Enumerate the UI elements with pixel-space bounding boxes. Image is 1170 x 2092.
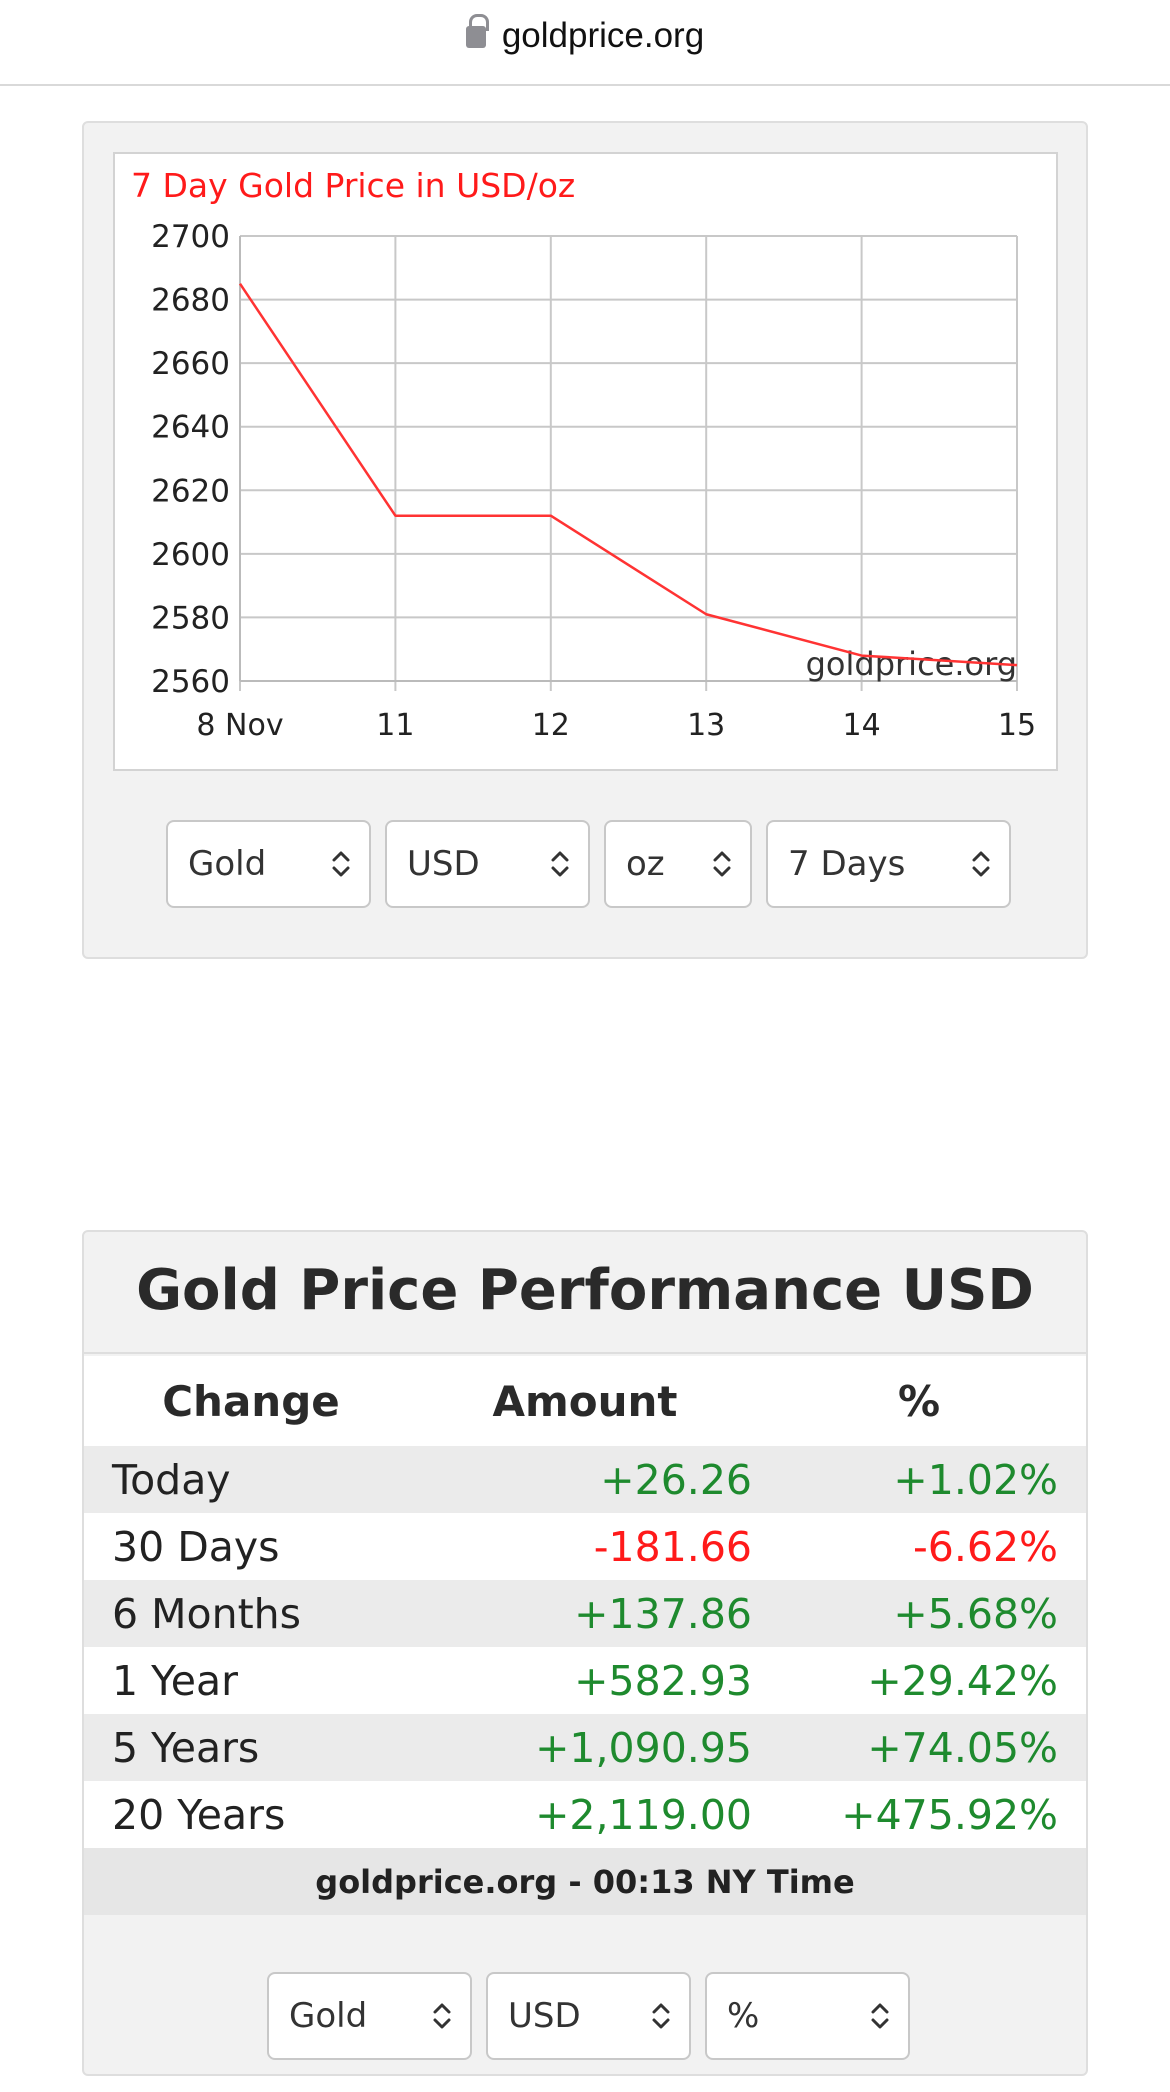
y-tick-label: 2600: [151, 537, 230, 573]
row-amount: +582.93: [418, 1647, 752, 1714]
price-series-line: [238, 282, 1018, 667]
perf-currency-select-value: USD: [508, 1996, 581, 2036]
updown-chevron-icon: [551, 851, 569, 877]
performance-table-body: Today +26.26 +1.02% 30 Days -181.66 -6.6…: [84, 1446, 1086, 1915]
unit-select[interactable]: oz: [604, 820, 752, 908]
y-tick-label: 2700: [151, 219, 230, 255]
x-tick-label: 15: [998, 708, 1036, 743]
updown-chevron-icon: [871, 2003, 889, 2029]
table-row: Today +26.26 +1.02%: [84, 1446, 1086, 1513]
gold-price-chart: 7 Day Gold Price in USD/oz 2700 2680 2660 26…: [113, 152, 1058, 771]
row-percent: +1.02%: [752, 1446, 1086, 1513]
perf-mode-select[interactable]: %: [705, 1972, 910, 2060]
col-header-percent: %: [752, 1356, 1086, 1446]
y-tick-label: 2620: [151, 473, 230, 509]
performance-footer-row: goldprice.org - 00:13 NY Time: [84, 1848, 1086, 1915]
col-header-change: Change: [84, 1356, 418, 1446]
updown-chevron-icon: [433, 2003, 451, 2029]
row-percent: +5.68%: [752, 1580, 1086, 1647]
perf-metal-select[interactable]: Gold: [267, 1972, 472, 2060]
performance-panel: Gold Price Performance USD Change Amount…: [82, 1230, 1088, 2076]
url-display[interactable]: goldprice.org: [0, 14, 1170, 56]
x-tick-label: 12: [532, 708, 570, 743]
x-tick-label: 13: [687, 708, 725, 743]
row-amount: +2,119.00: [418, 1781, 752, 1848]
performance-table: Change Amount % Today +26.26 +1.02% 30 D…: [84, 1356, 1086, 1915]
range-select[interactable]: 7 Days: [766, 820, 1011, 908]
browser-url-bar[interactable]: goldprice.org: [0, 0, 1170, 86]
row-percent: +475.92%: [752, 1781, 1086, 1848]
performance-footer: goldprice.org - 00:13 NY Time: [84, 1848, 1086, 1915]
chart-title: 7 Day Gold Price in USD/oz: [131, 166, 575, 205]
row-amount: +137.86: [418, 1580, 752, 1647]
currency-select[interactable]: USD: [385, 820, 590, 908]
row-label: 30 Days: [84, 1513, 418, 1580]
x-tick-label: 14: [843, 708, 881, 743]
updown-chevron-icon: [972, 851, 990, 877]
row-label: 5 Years: [84, 1714, 418, 1781]
row-percent: -6.62%: [752, 1513, 1086, 1580]
row-amount: +1,090.95: [418, 1714, 752, 1781]
row-percent: +29.42%: [752, 1647, 1086, 1714]
y-tick-label: 2640: [151, 410, 230, 446]
row-amount: +26.26: [418, 1446, 752, 1513]
row-label: 6 Months: [84, 1580, 418, 1647]
row-label: 1 Year: [84, 1647, 418, 1714]
performance-table-header: Change Amount %: [84, 1356, 1086, 1446]
y-tick-label: 2660: [151, 346, 230, 382]
performance-header: Gold Price Performance USD: [84, 1232, 1086, 1354]
perf-metal-select-value: Gold: [289, 1996, 368, 2036]
url-text: goldprice.org: [501, 16, 705, 55]
table-row: 5 Years +1,090.95 +74.05%: [84, 1714, 1086, 1781]
table-row: 20 Years +2,119.00 +475.92%: [84, 1781, 1086, 1848]
y-tick-label: 2580: [151, 600, 230, 636]
table-row: 1 Year +582.93 +29.42%: [84, 1647, 1086, 1714]
unit-select-value: oz: [626, 844, 665, 884]
y-tick-label: 2560: [151, 664, 230, 700]
row-percent: +74.05%: [752, 1714, 1086, 1781]
range-select-value: 7 Days: [788, 844, 906, 884]
x-tick-label: 8 Nov: [196, 708, 283, 743]
chart-svg: 7 Day Gold Price in USD/oz 2700 2680 2660 26…: [131, 166, 1036, 743]
row-label: Today: [84, 1446, 418, 1513]
perf-mode-select-value: %: [727, 1996, 760, 2036]
col-header-amount: Amount: [418, 1356, 752, 1446]
row-amount: -181.66: [418, 1513, 752, 1580]
metal-select-value: Gold: [188, 844, 267, 884]
metal-select[interactable]: Gold: [166, 820, 371, 908]
row-label: 20 Years: [84, 1781, 418, 1848]
currency-select-value: USD: [407, 844, 480, 884]
y-tick-label: 2680: [151, 283, 230, 319]
performance-title: Gold Price Performance USD: [136, 1258, 1034, 1323]
updown-chevron-icon: [652, 2003, 670, 2029]
perf-currency-select[interactable]: USD: [486, 1972, 691, 2060]
updown-chevron-icon: [332, 851, 350, 877]
table-row: 30 Days -181.66 -6.62%: [84, 1513, 1086, 1580]
updown-chevron-icon: [713, 851, 731, 877]
lock-icon: [465, 14, 489, 48]
x-tick-label: 11: [376, 708, 414, 743]
chart-panel: 7 Day Gold Price in USD/oz 2700 2680 2660 26…: [82, 121, 1088, 959]
table-row: 6 Months +137.86 +5.68%: [84, 1580, 1086, 1647]
